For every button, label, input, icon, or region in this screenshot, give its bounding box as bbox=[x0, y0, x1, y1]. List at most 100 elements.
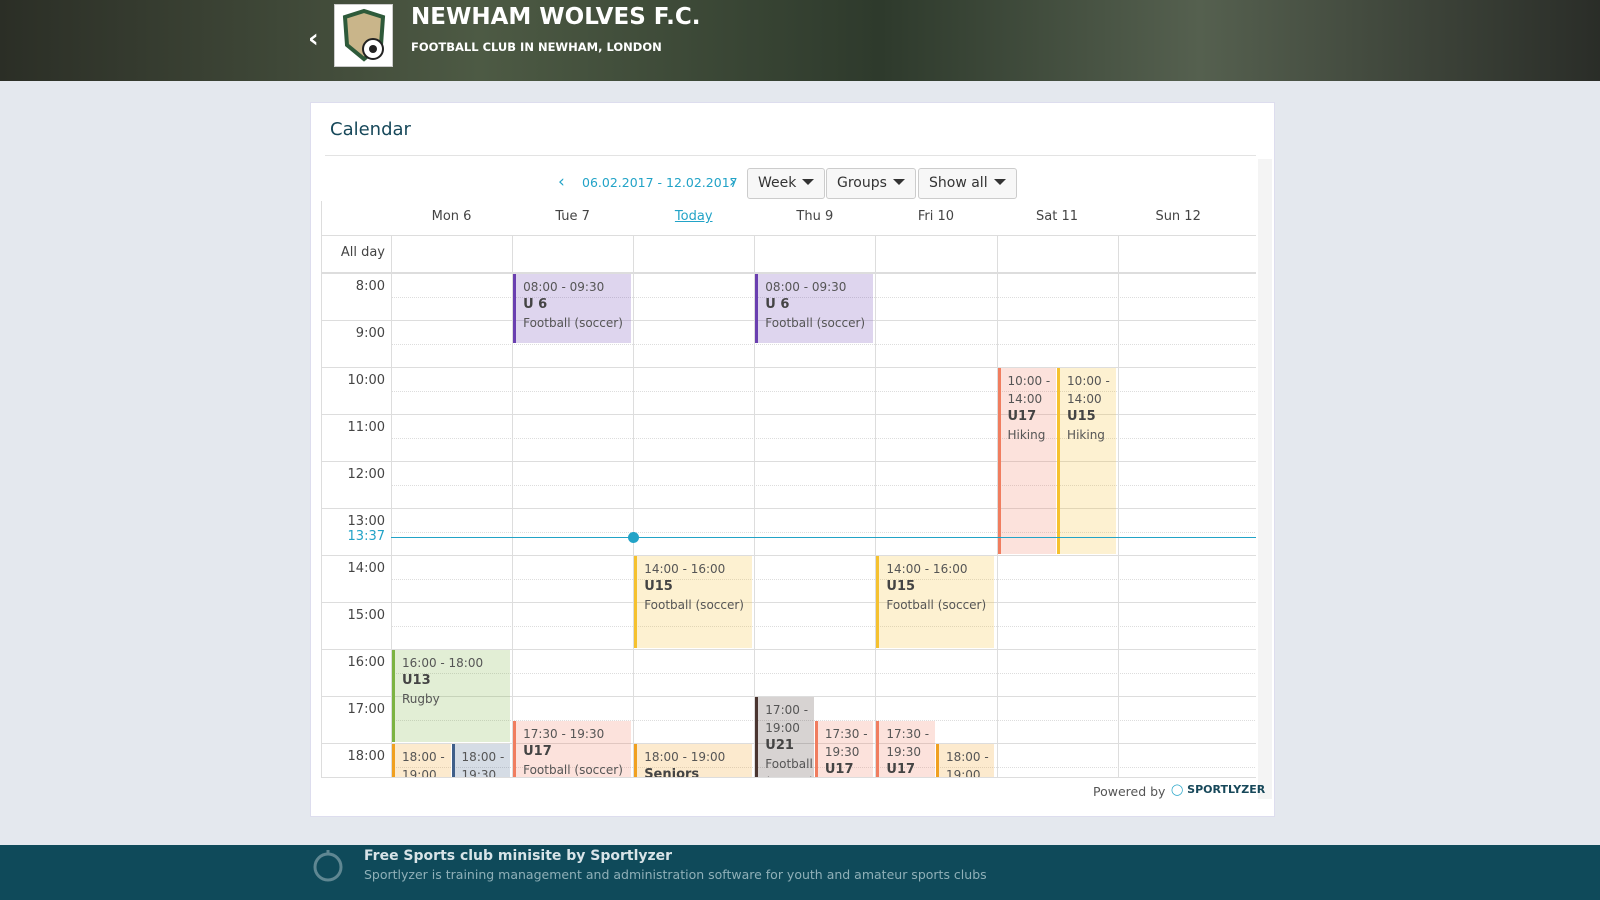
event-time: 18:00 - 19:00 bbox=[402, 750, 445, 778]
event-time: 10:00 - 14:00 bbox=[1067, 374, 1110, 406]
event-group: U17 bbox=[1007, 409, 1037, 424]
footer: Free Sports club minisite by Sportlyzer … bbox=[0, 845, 1600, 900]
hour-label: 18:00 bbox=[347, 749, 385, 764]
day-header: Fri 10 bbox=[917, 209, 955, 224]
event-group: U 6 bbox=[523, 297, 548, 312]
event[interactable]: 10:00 - 14:00 U15 Hiking bbox=[1057, 368, 1116, 554]
event-activity: Hiking bbox=[1067, 428, 1105, 442]
event-time: 10:00 - 14:00 bbox=[1007, 374, 1051, 406]
hour-line bbox=[322, 414, 1256, 415]
event[interactable]: 14:00 - 16:00 U15 Football (soccer) bbox=[634, 556, 753, 648]
event[interactable]: 08:00 - 09:30 U 6 Football (soccer) bbox=[755, 274, 874, 343]
event[interactable]: 14:00 - 16:00 U15 Football (soccer) bbox=[876, 556, 995, 648]
powered-by: Powered by bbox=[1093, 784, 1166, 799]
view-button[interactable]: Groups bbox=[826, 168, 916, 199]
footer-title: Free Sports club minisite by Sportlyzer bbox=[364, 848, 673, 864]
day-header: Tue 7 bbox=[555, 209, 590, 224]
event-time: 14:00 - 16:00 bbox=[886, 562, 968, 576]
hour-line bbox=[322, 555, 1256, 556]
header: ‹ NEWHAM WOLVES F.C. FOOTBALL CLUB IN NE… bbox=[0, 0, 1600, 81]
view-button[interactable]: Week bbox=[747, 168, 826, 199]
logo-icon bbox=[342, 8, 386, 62]
half-line bbox=[391, 390, 1256, 392]
half-line bbox=[391, 672, 1256, 674]
event[interactable]: 08:00 - 09:30 U 6 Football (soccer) bbox=[513, 274, 632, 343]
hour-line bbox=[322, 508, 1256, 509]
brand[interactable]: ◯ SPORTLYZER bbox=[1171, 783, 1266, 796]
event-group: U21 bbox=[765, 738, 794, 753]
calendar-card: Calendar ‹ 06.02.2017 - 12.02.2017 › Wee… bbox=[310, 102, 1275, 817]
hour-line bbox=[322, 743, 1256, 744]
day-header: Thu 9 bbox=[796, 209, 834, 224]
event-activity: Football (soccer) bbox=[523, 316, 623, 330]
hour-line bbox=[322, 461, 1256, 462]
brand-name: SPORTLYZER bbox=[1187, 783, 1266, 796]
half-line bbox=[391, 766, 1256, 768]
event-time: 16:00 - 18:00 bbox=[402, 656, 484, 670]
event-group: U15 bbox=[644, 579, 673, 594]
event-activity: Rugby bbox=[402, 692, 440, 706]
event-group: U13 bbox=[402, 673, 431, 688]
event[interactable]: 17:30 - 19:30 U17 bbox=[876, 720, 935, 777]
event[interactable]: 18:00 - 19:30 bbox=[451, 744, 511, 778]
day-header: Sun 12 bbox=[1155, 209, 1201, 224]
half-line bbox=[391, 719, 1256, 721]
event-group: U 6 bbox=[765, 297, 790, 312]
event-time: 18:00 - 19:30 bbox=[461, 750, 505, 778]
hour-line bbox=[322, 367, 1256, 368]
club-subtitle: FOOTBALL CLUB IN NEWHAM, LONDON bbox=[411, 40, 662, 54]
hour-label: 11:00 bbox=[347, 420, 385, 435]
now-line bbox=[391, 536, 1256, 538]
event-time: 17:30 - 19:30 bbox=[523, 726, 605, 741]
event[interactable]: 10:00 - 14:00 U17 Hiking bbox=[997, 368, 1057, 554]
half-line bbox=[391, 484, 1256, 486]
date-range[interactable]: 06.02.2017 - 12.02.2017 bbox=[582, 175, 738, 190]
event[interactable]: 16:00 - 18:00 U13 Rugby bbox=[392, 650, 511, 742]
event-activity: Football (soccer) bbox=[765, 757, 813, 777]
footer-text: Sportlyzer is training management and ad… bbox=[364, 867, 987, 882]
half-line bbox=[391, 296, 1256, 298]
event[interactable]: 18:00 - 19:00 bbox=[935, 744, 995, 778]
hour-line bbox=[322, 602, 1256, 603]
club-logo bbox=[334, 4, 393, 67]
prev-week[interactable]: ‹ bbox=[558, 172, 565, 192]
hour-line bbox=[322, 649, 1256, 650]
now-dot bbox=[628, 531, 640, 543]
event[interactable]: 18:00 - 19:00 bbox=[392, 744, 451, 778]
column-line bbox=[875, 235, 877, 777]
hour-label: 10:00 bbox=[347, 373, 385, 388]
event-activity: Football (soccer) bbox=[644, 598, 744, 612]
back-button[interactable]: ‹ bbox=[308, 24, 319, 54]
hour-label: 16:00 bbox=[347, 655, 385, 670]
event-group: U15 bbox=[886, 579, 916, 594]
divider bbox=[325, 155, 1256, 156]
week-grid: Mon 6 Tue 7 Today Thu 9 Fri 10 Sat 11 Sun 12 Al… bbox=[321, 201, 1256, 778]
half-line bbox=[391, 343, 1256, 345]
half-line bbox=[391, 578, 1256, 580]
event-time: 18:00 - 19:00 bbox=[945, 750, 989, 778]
event-time: 18:00 - 19:00 bbox=[644, 750, 726, 764]
half-line bbox=[391, 531, 1256, 533]
hour-line bbox=[322, 320, 1256, 321]
hour-label: 13:00 bbox=[347, 514, 385, 529]
event-time: 14:00 - 16:00 bbox=[644, 562, 726, 576]
next-week[interactable]: › bbox=[729, 172, 736, 192]
half-line bbox=[391, 625, 1256, 627]
day-header[interactable]: Today bbox=[674, 209, 713, 224]
event-activity: Hiking bbox=[1007, 428, 1046, 442]
hour-label: 8:00 bbox=[355, 279, 385, 294]
event[interactable]: 17:30 - 19:30 U17 bbox=[814, 720, 874, 777]
column-line bbox=[391, 235, 392, 777]
event[interactable]: 17:00 - 19:00 U21 Football (soccer) bbox=[755, 697, 814, 777]
event[interactable]: 18:00 - 19:00 Seniors bbox=[634, 744, 753, 778]
event-group: U17 bbox=[824, 761, 854, 777]
event[interactable]: 17:30 - 19:30 U17 Football (soccer) bbox=[513, 720, 632, 777]
hour-label: 9:00 bbox=[355, 326, 385, 341]
view-button[interactable]: Show all bbox=[918, 168, 1017, 199]
event-activity: Football (soccer) bbox=[523, 762, 623, 777]
event-time: 17:00 - 19:00 bbox=[765, 703, 809, 735]
event-group: Seniors bbox=[644, 767, 700, 778]
event-activity: Football (soccer) bbox=[886, 598, 987, 612]
event-activity: Football (soccer) bbox=[765, 316, 866, 330]
